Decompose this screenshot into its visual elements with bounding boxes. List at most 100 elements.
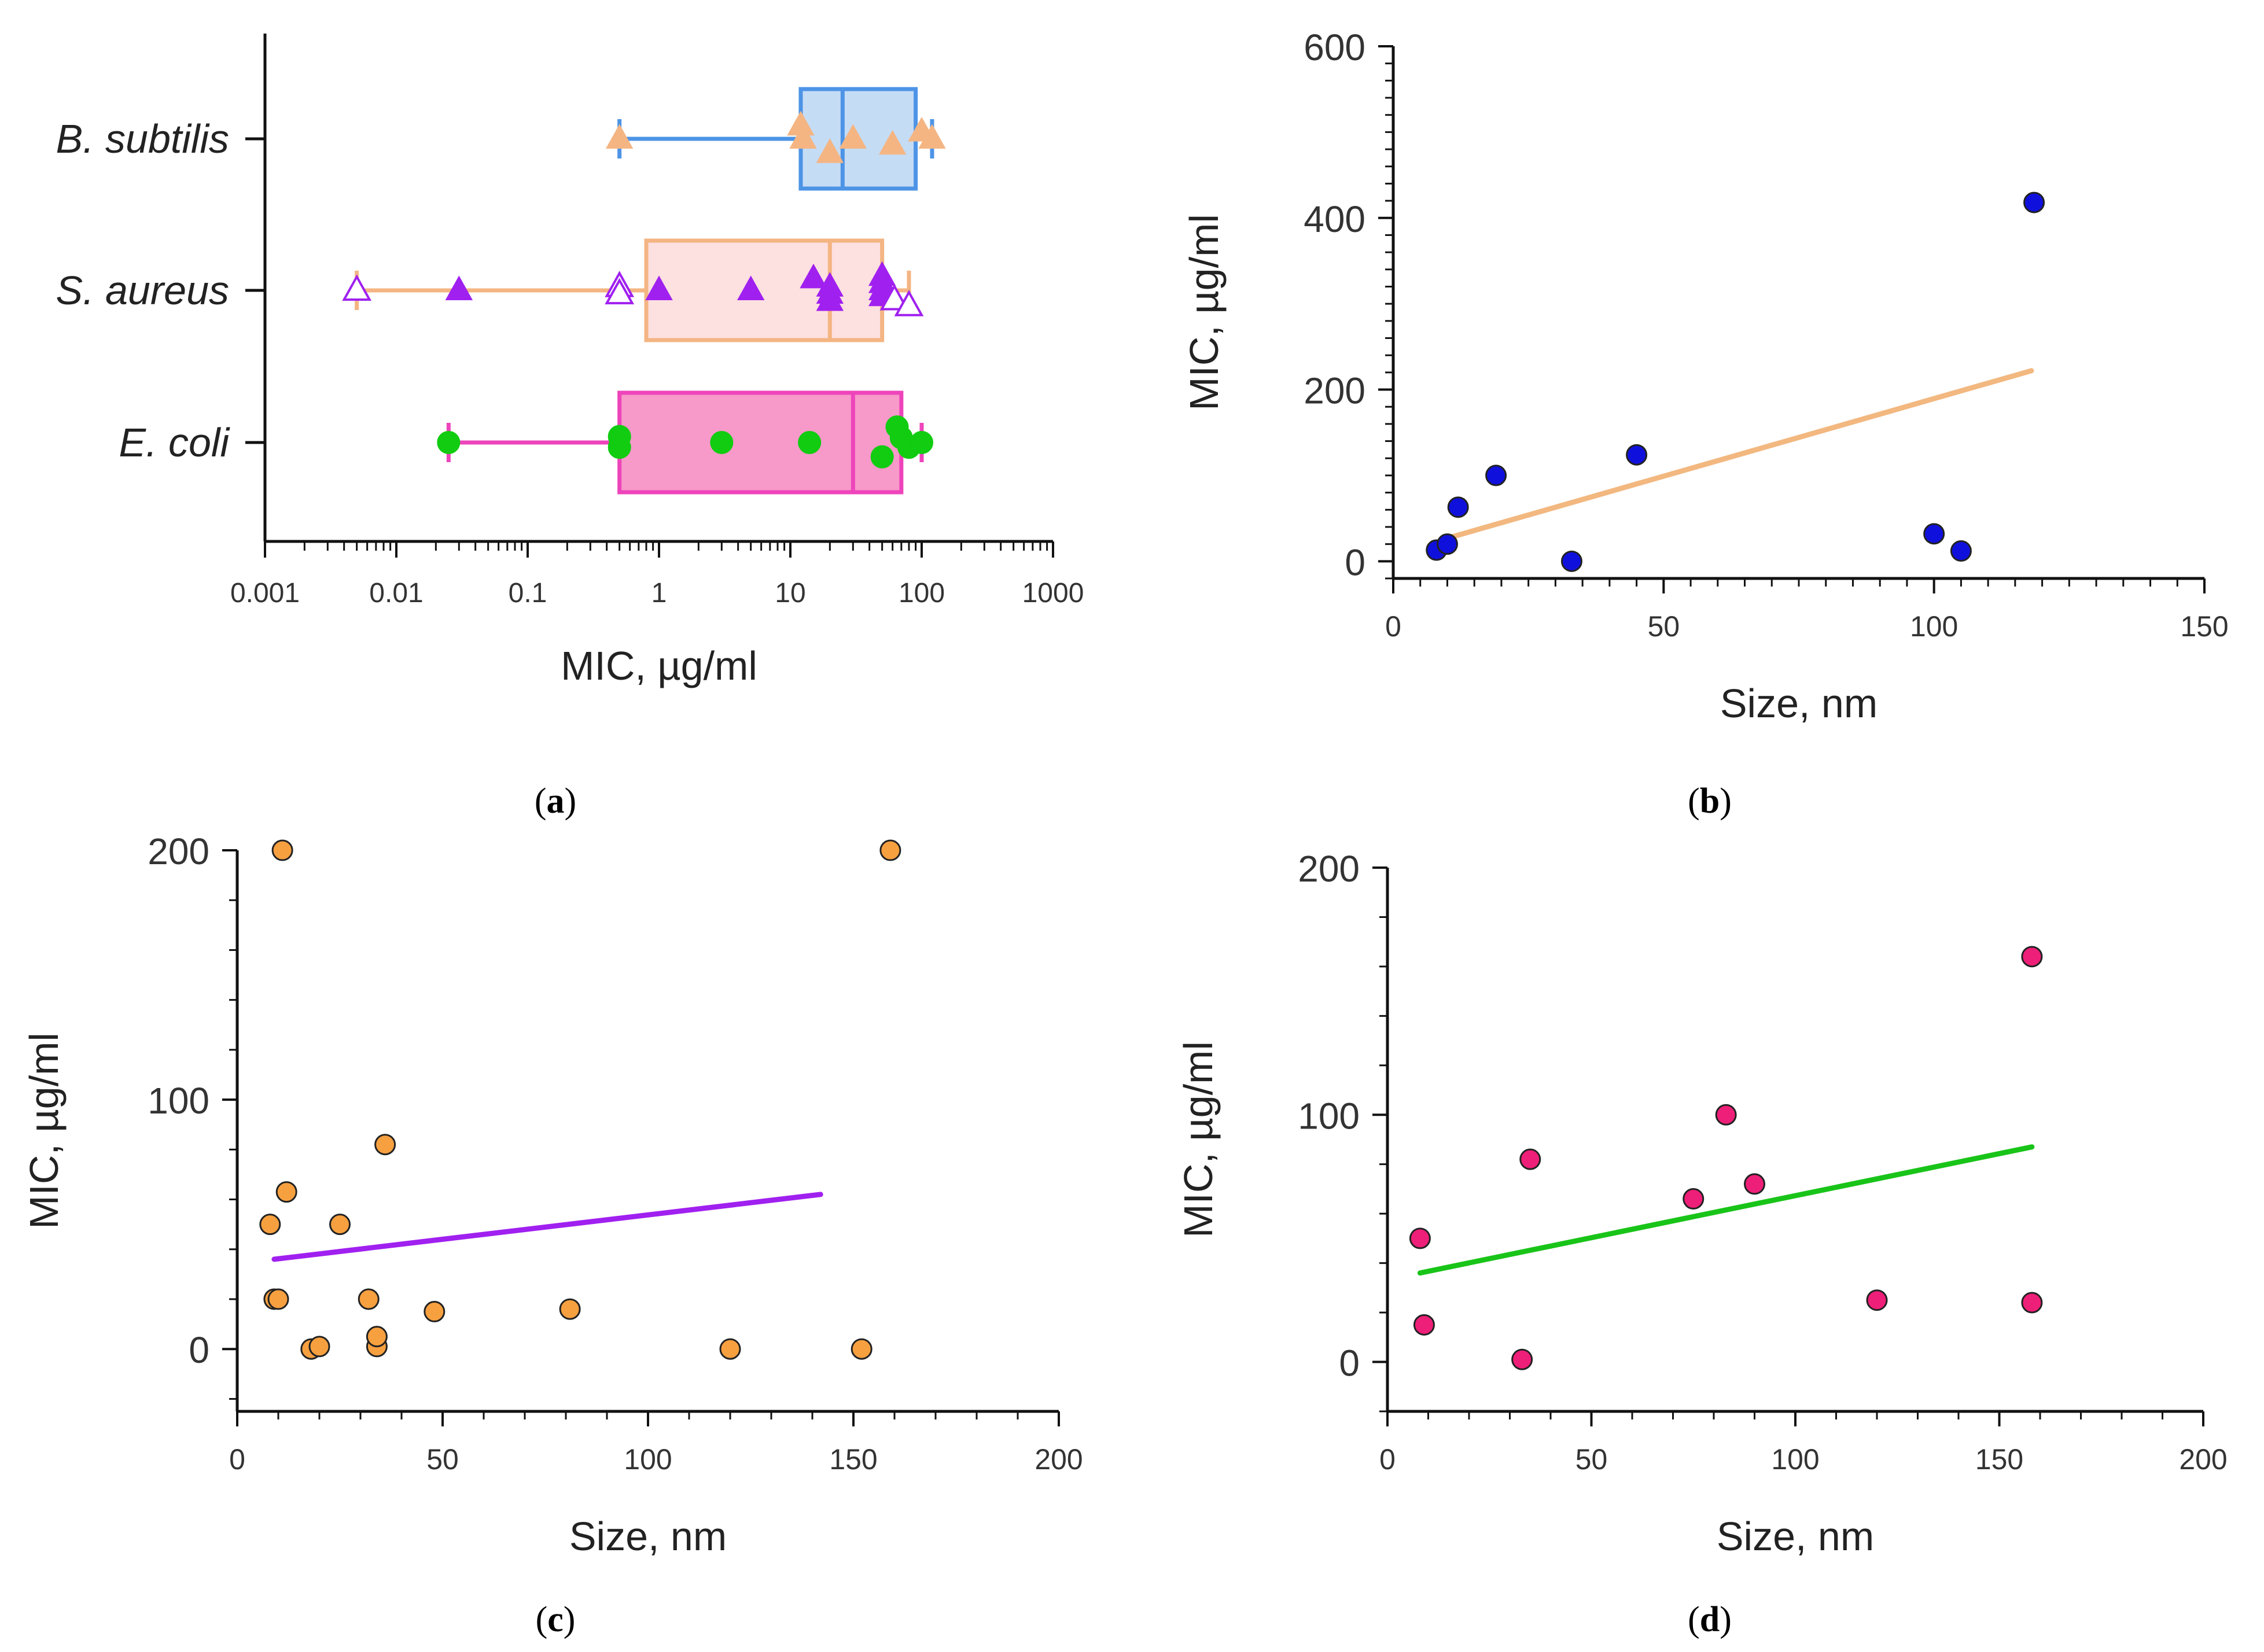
x-tick-label: 0	[1385, 610, 1401, 643]
data-point-circle	[608, 436, 631, 459]
data-point-triangle	[879, 283, 910, 311]
x-tick-label: 0.001	[230, 578, 300, 609]
trend-line	[1439, 368, 2034, 543]
x-tick-label: 100	[1771, 1443, 1819, 1476]
data-point-triangle	[605, 124, 634, 149]
x-tick-label: 1000	[1022, 578, 1084, 609]
x-tick-label: 150	[829, 1443, 877, 1476]
x-tick-label: 100	[624, 1443, 672, 1476]
data-point-triangle	[839, 124, 867, 149]
data-point-triangle	[816, 286, 844, 311]
panel-label-paren-open: (	[536, 1600, 548, 1639]
box-iqr	[644, 238, 885, 342]
x-tick-label: 0	[229, 1443, 245, 1476]
data-point-triangle	[737, 275, 765, 300]
data-point	[374, 1134, 396, 1156]
x-tick-label: 50	[1648, 610, 1680, 643]
panel-label-letter: b	[1700, 781, 1720, 821]
box-iqr	[617, 390, 904, 495]
y-tick-label: 0	[1339, 1343, 1360, 1384]
x-tick-label: 0.01	[369, 578, 423, 609]
data-point	[2023, 191, 2045, 213]
x-axis-title: MIC, µg/ml	[561, 643, 757, 688]
data-point-triangle	[645, 275, 673, 300]
data-point-circle	[910, 431, 933, 454]
data-point-triangle	[789, 124, 817, 149]
panel-a-mic-boxplot: 0.001 0.01 0.1 1 10 100 1000 MIC, µg/ml B. subti…	[56, 34, 1084, 821]
x-tick-label: 150	[1975, 1443, 2023, 1476]
data-point	[1485, 464, 1507, 486]
panel-label-paren-open: (	[1688, 1600, 1700, 1639]
data-point	[1447, 496, 1469, 518]
x-tick-label: 100	[1910, 610, 1958, 643]
data-point	[329, 1214, 351, 1236]
y-axis-title: MIC, µg/ml	[21, 1032, 67, 1229]
data-point	[559, 1298, 581, 1320]
panel-label: (b)	[1688, 781, 1732, 821]
data-point	[851, 1338, 873, 1360]
panel-label-paren-close: )	[564, 1600, 576, 1639]
data-point-circle	[710, 431, 734, 454]
data-point	[424, 1301, 446, 1323]
data-point	[1923, 523, 1945, 545]
data-point-triangle	[605, 278, 635, 305]
data-point-circle	[437, 431, 461, 454]
category-label: S. aureus	[56, 268, 229, 313]
data-point	[308, 1336, 330, 1358]
data-point	[719, 1338, 741, 1360]
data-point	[259, 1214, 281, 1236]
panel-label: (c)	[536, 1600, 576, 1639]
y-tick-label: 200	[1298, 848, 1360, 890]
data-point	[271, 839, 293, 861]
data-point	[358, 1288, 380, 1310]
y-tick-label: 0	[1345, 541, 1365, 583]
data-point	[1744, 1173, 1765, 1195]
panel-label-paren-close: )	[1720, 781, 1732, 821]
y-axis-title: MIC, µg/ml	[1181, 214, 1227, 411]
panel-label-paren-open: (	[535, 781, 547, 821]
data-point-triangle	[816, 138, 844, 163]
x-tick-label: 100	[899, 578, 945, 609]
data-point	[275, 1181, 297, 1203]
data-point	[1715, 1104, 1737, 1126]
y-axis-title: MIC, µg/ml	[1176, 1041, 1221, 1238]
data-point	[267, 1288, 289, 1310]
y-tick-label: 200	[148, 831, 209, 872]
data-point-triangle	[342, 274, 372, 301]
data-point-circle	[870, 445, 894, 469]
data-point-triangle	[918, 124, 946, 149]
panel-b-size-vs-mic-scatter: 0 50 100 150 0 200 400 600 Size, nm MIC, µg/ml (b)	[1181, 27, 2229, 821]
panel-label-letter: d	[1700, 1600, 1720, 1639]
panel-c-size-vs-mic-scatter: 0 50 100 150 200 0 100 200 Size, nm MIC, µg/ml (c)	[21, 831, 1083, 1639]
panel-label-paren-close: )	[565, 781, 577, 821]
data-point-circle	[798, 431, 822, 454]
panel-label-paren-open: (	[1688, 781, 1700, 821]
x-axis-title: Size, nm	[569, 1514, 727, 1559]
panel-label: (d)	[1688, 1600, 1732, 1639]
data-point	[1683, 1188, 1705, 1210]
x-axis-title: Size, nm	[1720, 681, 1878, 726]
x-tick-label: 10	[775, 578, 805, 609]
y-tick-label: 0	[189, 1329, 209, 1371]
data-point	[2021, 946, 2043, 968]
x-tick-label: 1	[651, 578, 667, 609]
x-tick-label: 150	[2180, 610, 2228, 643]
data-point	[366, 1326, 388, 1348]
box-group	[617, 87, 934, 191]
x-tick-label: 200	[1035, 1443, 1083, 1476]
panel-label-paren-close: )	[1720, 1600, 1732, 1639]
category-label: E. coli	[119, 420, 230, 465]
data-point-triangle	[445, 275, 473, 300]
data-point	[1950, 540, 1972, 562]
data-point-triangle	[800, 263, 827, 289]
data-point	[1413, 1314, 1435, 1336]
data-point-triangle	[894, 290, 924, 316]
trend-line	[1417, 1144, 2035, 1276]
x-tick-label: 0	[1379, 1443, 1396, 1476]
y-tick-label: 100	[148, 1080, 209, 1122]
x-tick-label: 50	[1575, 1443, 1608, 1476]
data-point	[1560, 550, 1582, 572]
panel-label: (a)	[535, 781, 576, 821]
x-axis-title: Size, nm	[1717, 1514, 1874, 1559]
